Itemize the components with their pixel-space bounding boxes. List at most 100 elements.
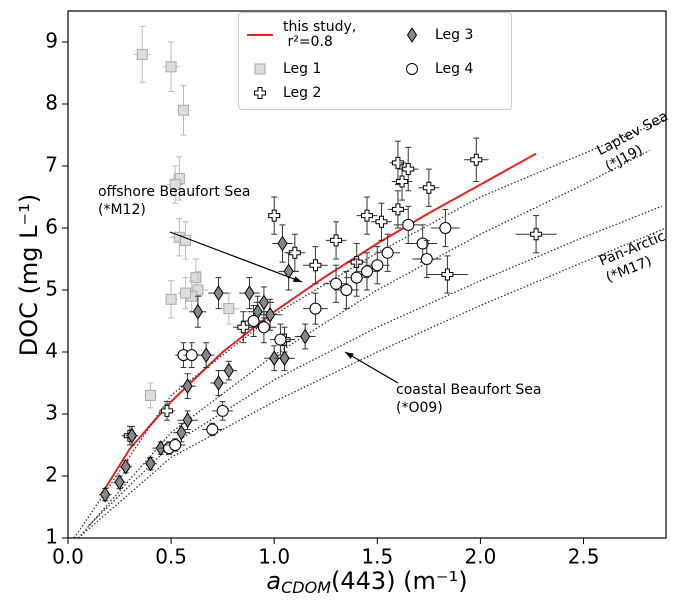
marker [144,389,156,401]
marker [126,427,138,444]
marker [340,284,353,296]
marker [268,209,281,222]
marker [254,87,266,99]
marker [185,349,198,362]
x-tick-label: 0.0 [52,545,84,569]
legend: this study, r²=0.8 Leg 1 Leg 2 Leg 3 Leg 4 [238,12,512,110]
plot-area [73,26,666,538]
arrow-head [293,276,302,282]
y-tick-label: 8 [45,91,58,115]
marker [176,424,187,441]
legend-swatch [406,27,418,43]
legend-swatch [254,63,266,75]
legend-swatch [254,87,266,99]
marker [169,179,181,191]
marker [206,423,219,436]
marker [391,203,404,216]
x-label-symbol: a [266,567,281,595]
x-label-rest: (443) (m⁻¹) [331,567,468,595]
annotation-text: coastal Beaufort Sea [396,382,541,398]
legend-item: this study, r²=0.8 [239,13,391,57]
marker [361,265,373,278]
marker [371,259,384,272]
x-tick-label: 2.0 [465,545,497,569]
legend-item: Leg 4 [391,57,511,81]
marker [165,61,177,73]
marker [530,228,543,241]
annotation-text: (*M12) [98,202,146,218]
annotation: offshore Beaufort Sea (*M12) [98,184,250,218]
marker [136,48,148,60]
marker [309,259,322,272]
marker [114,474,125,491]
marker [223,362,234,379]
marker [406,27,418,43]
marker [120,458,131,475]
y-tick-label: 6 [45,215,58,239]
y-tick-label: 7 [45,153,58,177]
y-tick-label: 2 [45,463,58,487]
marker [470,153,483,166]
y-tick-label: 3 [45,401,58,425]
x-tick-label: 1.5 [361,545,393,569]
marker [274,333,287,346]
marker [402,218,415,231]
legend-label: Leg 2 [283,84,322,101]
axes-frame [67,10,667,539]
reference-curve [73,118,666,538]
marker [192,284,204,296]
reference-curve [77,227,666,538]
marker [213,375,224,391]
marker [213,285,224,302]
legend-item: Leg 2 [239,81,391,105]
marker [258,294,269,311]
marker [300,328,311,345]
arrow-head [345,352,354,359]
marker [420,253,433,265]
x-tick-label: 1.0 [258,545,290,569]
marker [391,156,404,169]
legend-label: Leg 4 [435,60,474,77]
marker [441,268,454,281]
marker [145,455,156,472]
marker [406,63,418,75]
marker [350,271,363,284]
annotation-arrow [169,231,303,283]
marker [182,412,193,429]
x-axis-label: aCDOM(443) (m⁻¹) [266,567,467,597]
legend-swatch [247,34,273,36]
marker [402,163,415,176]
y-tick-label: 5 [45,277,58,301]
y-axis-label: DOC (mg L⁻¹) [15,194,43,356]
marker [177,104,189,116]
marker [288,246,301,259]
marker [277,235,288,252]
marker [223,303,235,315]
legend-label: this study, r²=0.8 [283,19,357,50]
marker [247,315,260,327]
marker [190,272,202,284]
legend-swatch [406,63,418,75]
marker [381,246,394,259]
legend-label: Leg 3 [435,26,474,43]
fit-line [104,152,537,489]
marker [264,306,276,323]
legend-item: Leg 3 [391,13,511,57]
annotation-text: (*O09) [396,400,443,416]
marker [244,285,255,302]
marker [216,404,229,417]
reference-curve [88,205,663,527]
x-tick-label: 2.5 [568,545,600,569]
y-tick-label: 4 [45,339,58,363]
marker [180,287,192,299]
annotation-arrow [344,351,399,384]
marker [165,293,177,305]
reference-curve [77,149,650,538]
marker [257,321,270,334]
marker [254,63,266,75]
marker [375,215,388,228]
marker [279,350,290,367]
marker [422,181,435,194]
